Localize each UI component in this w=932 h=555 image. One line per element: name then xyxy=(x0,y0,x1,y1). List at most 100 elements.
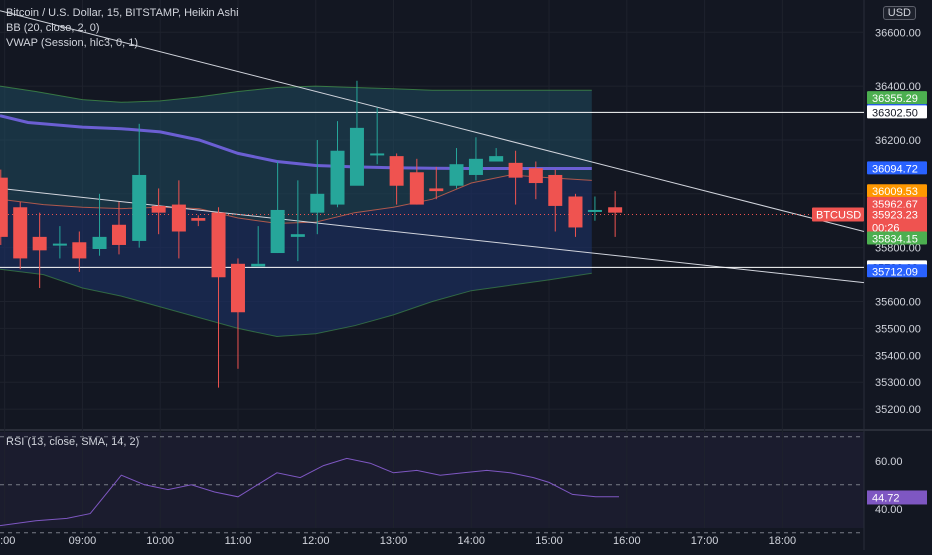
candle xyxy=(72,231,87,272)
candle-body xyxy=(111,224,126,245)
time-tick-label: 15:00 xyxy=(535,535,563,547)
price-label: 35712.09 xyxy=(867,264,927,278)
candle xyxy=(132,123,147,248)
candle xyxy=(151,188,166,235)
legend-symbol[interactable]: Bitcoin / U.S. Dollar, 15, BITSTAMP, Hei… xyxy=(6,7,239,19)
rsi-value-bg xyxy=(867,490,927,505)
candle-body xyxy=(32,236,47,251)
candle-body xyxy=(171,204,186,232)
candle xyxy=(290,180,305,262)
price-label-bg xyxy=(867,207,927,234)
candle-body xyxy=(132,174,147,241)
candles xyxy=(0,80,623,388)
candle xyxy=(568,193,583,237)
candle xyxy=(32,212,47,289)
price-label: 36094.72 xyxy=(867,161,927,175)
candle-body xyxy=(52,243,67,246)
bb-basis-line xyxy=(0,174,592,224)
candle xyxy=(251,226,266,267)
price-label-bg xyxy=(867,105,927,119)
candle-body xyxy=(349,127,364,186)
price-label-text: 35834.15 xyxy=(872,233,918,245)
price-label-bg xyxy=(867,161,927,175)
price-label-bg xyxy=(867,231,927,245)
legend-vwap[interactable]: VWAP (Session, hlc3, 0, 1) xyxy=(6,37,139,49)
candle-body xyxy=(409,172,424,205)
price-tick-label: 36200.00 xyxy=(875,135,921,147)
candle xyxy=(92,193,107,256)
candle-body xyxy=(13,207,28,259)
price-label-text: 35923.23 xyxy=(872,209,918,221)
candle-body xyxy=(489,156,504,162)
candle xyxy=(211,207,226,388)
bollinger-bands xyxy=(0,85,592,338)
price-tick-label: 36400.00 xyxy=(875,81,921,93)
time-tick-label: 11:00 xyxy=(225,535,252,547)
rsi-line xyxy=(0,457,619,527)
candle-body xyxy=(251,263,266,267)
rsi-background xyxy=(0,432,864,528)
price-labels: 36355.2936306.9636302.5036094.7236009.53… xyxy=(812,91,927,278)
price-label-bg xyxy=(867,184,927,198)
bb-lower-fill xyxy=(0,175,592,337)
time-tick-label: 14:00 xyxy=(458,535,486,547)
currency-button[interactable]: USD xyxy=(882,6,916,20)
chart-legend: Bitcoin / U.S. Dollar, 15, BITSTAMP, Hei… xyxy=(6,6,239,51)
legend-bb[interactable]: BB (20, close, 2, 0) xyxy=(6,22,100,34)
candle xyxy=(587,196,602,221)
price-label-text: 36355.29 xyxy=(872,93,918,105)
candle-body xyxy=(508,162,523,178)
candle-body xyxy=(290,234,305,237)
symbol-tag-bg xyxy=(812,207,864,222)
candle xyxy=(370,107,385,165)
candle xyxy=(429,166,444,200)
candle-body xyxy=(92,236,107,249)
candle xyxy=(230,258,245,369)
candle-body xyxy=(548,174,563,206)
time-axis: 8:00 09:00 10:00 11:00 12:00 13:00 14:00 15:00 1… xyxy=(0,535,796,547)
candle xyxy=(608,191,623,237)
price-tick-label: 35300.00 xyxy=(875,377,921,389)
candle xyxy=(508,150,523,205)
candle xyxy=(310,139,325,235)
candle-body xyxy=(72,242,87,259)
candle xyxy=(409,158,424,205)
time-tick-label: 12:00 xyxy=(302,535,330,547)
candle xyxy=(528,161,543,200)
rsi-tick-label: 60.00 xyxy=(875,456,903,468)
price-label-bg xyxy=(867,264,927,278)
time-tick-label: 10:00 xyxy=(146,535,174,547)
price-label: 36009.53 xyxy=(867,184,927,198)
candle-body xyxy=(528,168,543,184)
candle-body xyxy=(270,209,285,254)
candle-body xyxy=(389,156,404,186)
price-tick-label: 35800.00 xyxy=(875,243,921,255)
price-tick-label: 35400.00 xyxy=(875,350,921,362)
rsi-pane: 40.00 60.00 44.72 xyxy=(0,436,927,534)
candle-body xyxy=(191,218,206,221)
candle-body xyxy=(449,164,464,186)
bb-upper-fill xyxy=(0,86,592,224)
candle-body xyxy=(468,158,483,175)
price-tick-label: 35600.00 xyxy=(875,296,921,308)
legend-rsi[interactable]: RSI (13, close, SMA, 14, 2) xyxy=(6,436,140,448)
candle-body xyxy=(330,150,345,205)
candle xyxy=(468,137,483,181)
candle xyxy=(191,215,206,227)
price-label: 35834.15 xyxy=(867,231,927,245)
candle-body xyxy=(211,212,226,278)
candle-body xyxy=(151,205,166,213)
candle xyxy=(270,161,285,254)
time-tick-label: 18:00 xyxy=(769,535,797,547)
candle xyxy=(330,121,345,208)
price-label-text: 35712.09 xyxy=(872,266,918,278)
price-label-bg xyxy=(867,196,927,210)
time-tick-label: 13:00 xyxy=(380,535,408,547)
candle xyxy=(0,169,8,245)
price-label-bg xyxy=(867,91,927,105)
candle xyxy=(449,148,464,189)
candle xyxy=(389,153,404,205)
candle xyxy=(111,201,126,255)
